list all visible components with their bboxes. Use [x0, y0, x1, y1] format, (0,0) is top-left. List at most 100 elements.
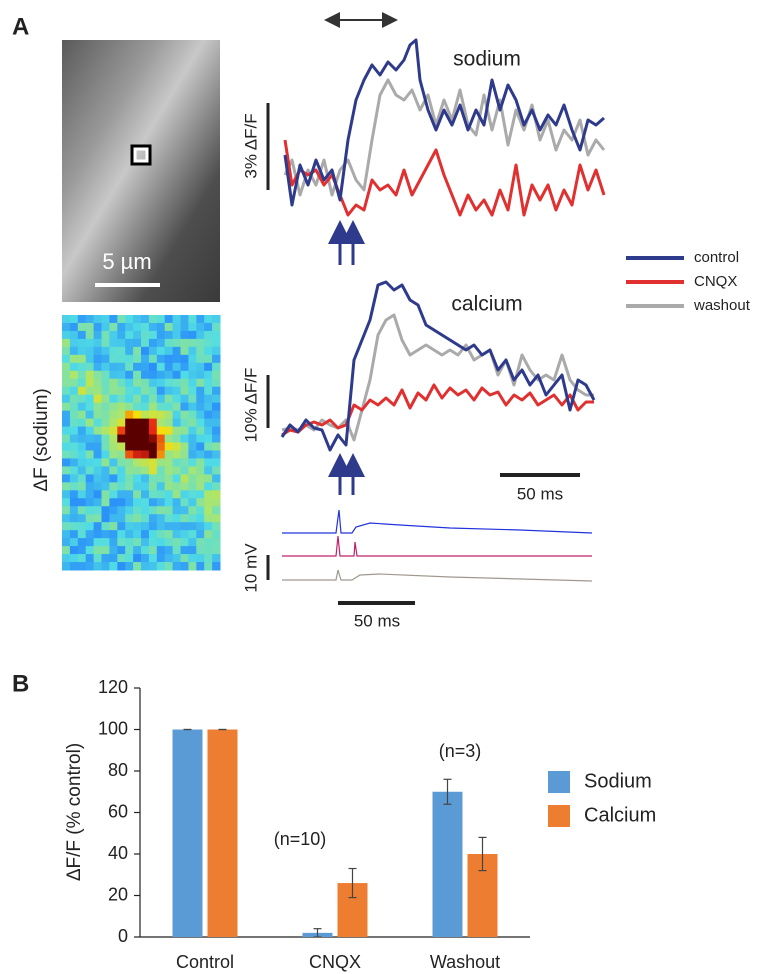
heat-cell — [117, 370, 126, 380]
heat-cell — [117, 514, 126, 523]
y-axis-label: ΔF/F (% control) — [64, 743, 85, 881]
heat-cell — [101, 370, 110, 380]
heat-cell — [101, 330, 110, 340]
heat-cell — [180, 458, 189, 467]
heat-cell — [148, 370, 158, 380]
heat-cell — [62, 426, 71, 436]
heat-cell — [133, 434, 142, 443]
heat-cell — [141, 466, 150, 475]
heat-cell — [180, 522, 189, 531]
heat-cell — [188, 418, 197, 428]
heat-cell — [156, 346, 166, 356]
heat-cell — [180, 450, 189, 459]
heat-cell — [85, 538, 95, 547]
heat-cell — [109, 330, 118, 340]
heat-cell — [196, 370, 205, 380]
trace — [281, 383, 594, 437]
heat-cell — [62, 514, 71, 523]
scale-label: 10 mV — [241, 543, 260, 593]
y-tick-label: 40 — [108, 843, 128, 863]
heat-cell — [62, 354, 71, 364]
heat-cell — [133, 506, 142, 515]
heat-cell — [196, 434, 205, 443]
heat-cell — [101, 506, 110, 515]
heat-cell — [85, 482, 95, 491]
heat-cell — [69, 458, 79, 467]
heat-cell — [188, 434, 197, 443]
heat-cell — [180, 434, 189, 443]
heat-cell — [172, 322, 181, 332]
bar — [432, 791, 463, 937]
heat-cell — [148, 546, 158, 555]
heat-cell — [133, 562, 142, 571]
heat-cell — [117, 410, 126, 420]
heat-cell — [125, 482, 134, 491]
heat-cell — [172, 442, 181, 451]
heat-cell — [93, 330, 102, 340]
heat-cell — [196, 466, 205, 475]
heat-cell — [180, 346, 189, 356]
heat-cell — [69, 315, 79, 324]
heat-cell — [93, 546, 102, 555]
heat-cell — [148, 434, 158, 443]
heat-cell — [69, 386, 79, 396]
heat-cell — [69, 498, 79, 507]
heat-cell — [156, 378, 166, 388]
heat-cell — [212, 554, 221, 563]
heat-cell — [180, 490, 189, 499]
y-tick-label: 80 — [108, 760, 128, 780]
heat-cell — [101, 538, 110, 547]
heat-cell — [101, 498, 110, 507]
heat-cell — [188, 458, 197, 467]
heat-cell — [133, 490, 142, 499]
heat-cell — [164, 338, 174, 348]
heat-cell — [180, 426, 189, 436]
heat-cell — [125, 546, 134, 555]
heat-cell — [148, 490, 158, 499]
heat-cell — [93, 450, 102, 459]
heat-cell — [204, 322, 213, 332]
heat-cell — [77, 402, 87, 412]
heat-cell — [196, 490, 205, 499]
heat-cell — [172, 562, 181, 571]
heat-cell — [109, 378, 118, 388]
heat-cell — [69, 466, 79, 475]
heat-cell — [212, 426, 221, 436]
heat-cell — [117, 394, 126, 404]
heat-cell — [93, 530, 102, 539]
heat-cell — [180, 506, 189, 515]
heat-cell — [212, 442, 221, 451]
heat-cell — [77, 434, 87, 443]
heat-cell — [125, 378, 134, 388]
trace — [283, 38, 605, 207]
heat-cell — [109, 315, 118, 324]
heat-cell — [141, 402, 150, 412]
heat-cell — [93, 506, 102, 515]
heat-cell — [196, 546, 205, 555]
heat-cell — [125, 562, 134, 571]
heat-cell — [188, 562, 197, 571]
heat-cell — [85, 490, 95, 499]
heat-cell — [204, 362, 213, 372]
heat-cell — [62, 418, 71, 428]
annotation: (n=3) — [439, 741, 482, 761]
heat-cell — [77, 562, 87, 571]
heat-cell — [212, 434, 221, 443]
heat-cell — [93, 346, 102, 356]
heat-cell — [196, 474, 205, 483]
heat-cell — [172, 434, 181, 443]
heat-cell — [117, 450, 126, 459]
heat-cell — [125, 322, 134, 332]
heat-cell — [109, 506, 118, 515]
heat-cell — [196, 394, 205, 404]
heat-cell — [204, 354, 213, 364]
heat-cell — [204, 482, 213, 491]
heat-cell — [109, 562, 118, 571]
heat-cell — [196, 402, 205, 412]
heat-cell — [204, 386, 213, 396]
heat-cell — [101, 386, 110, 396]
heat-cell — [204, 466, 213, 475]
heat-cell — [204, 370, 213, 380]
heat-cell — [141, 482, 150, 491]
heat-cell — [141, 346, 150, 356]
